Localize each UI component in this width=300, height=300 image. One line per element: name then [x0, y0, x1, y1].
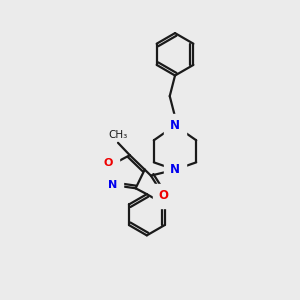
Text: O: O [104, 158, 113, 168]
Text: CH₃: CH₃ [108, 130, 128, 140]
Text: N: N [170, 119, 180, 132]
Text: O: O [158, 189, 169, 202]
Text: N: N [170, 163, 180, 176]
Text: N: N [108, 180, 117, 190]
